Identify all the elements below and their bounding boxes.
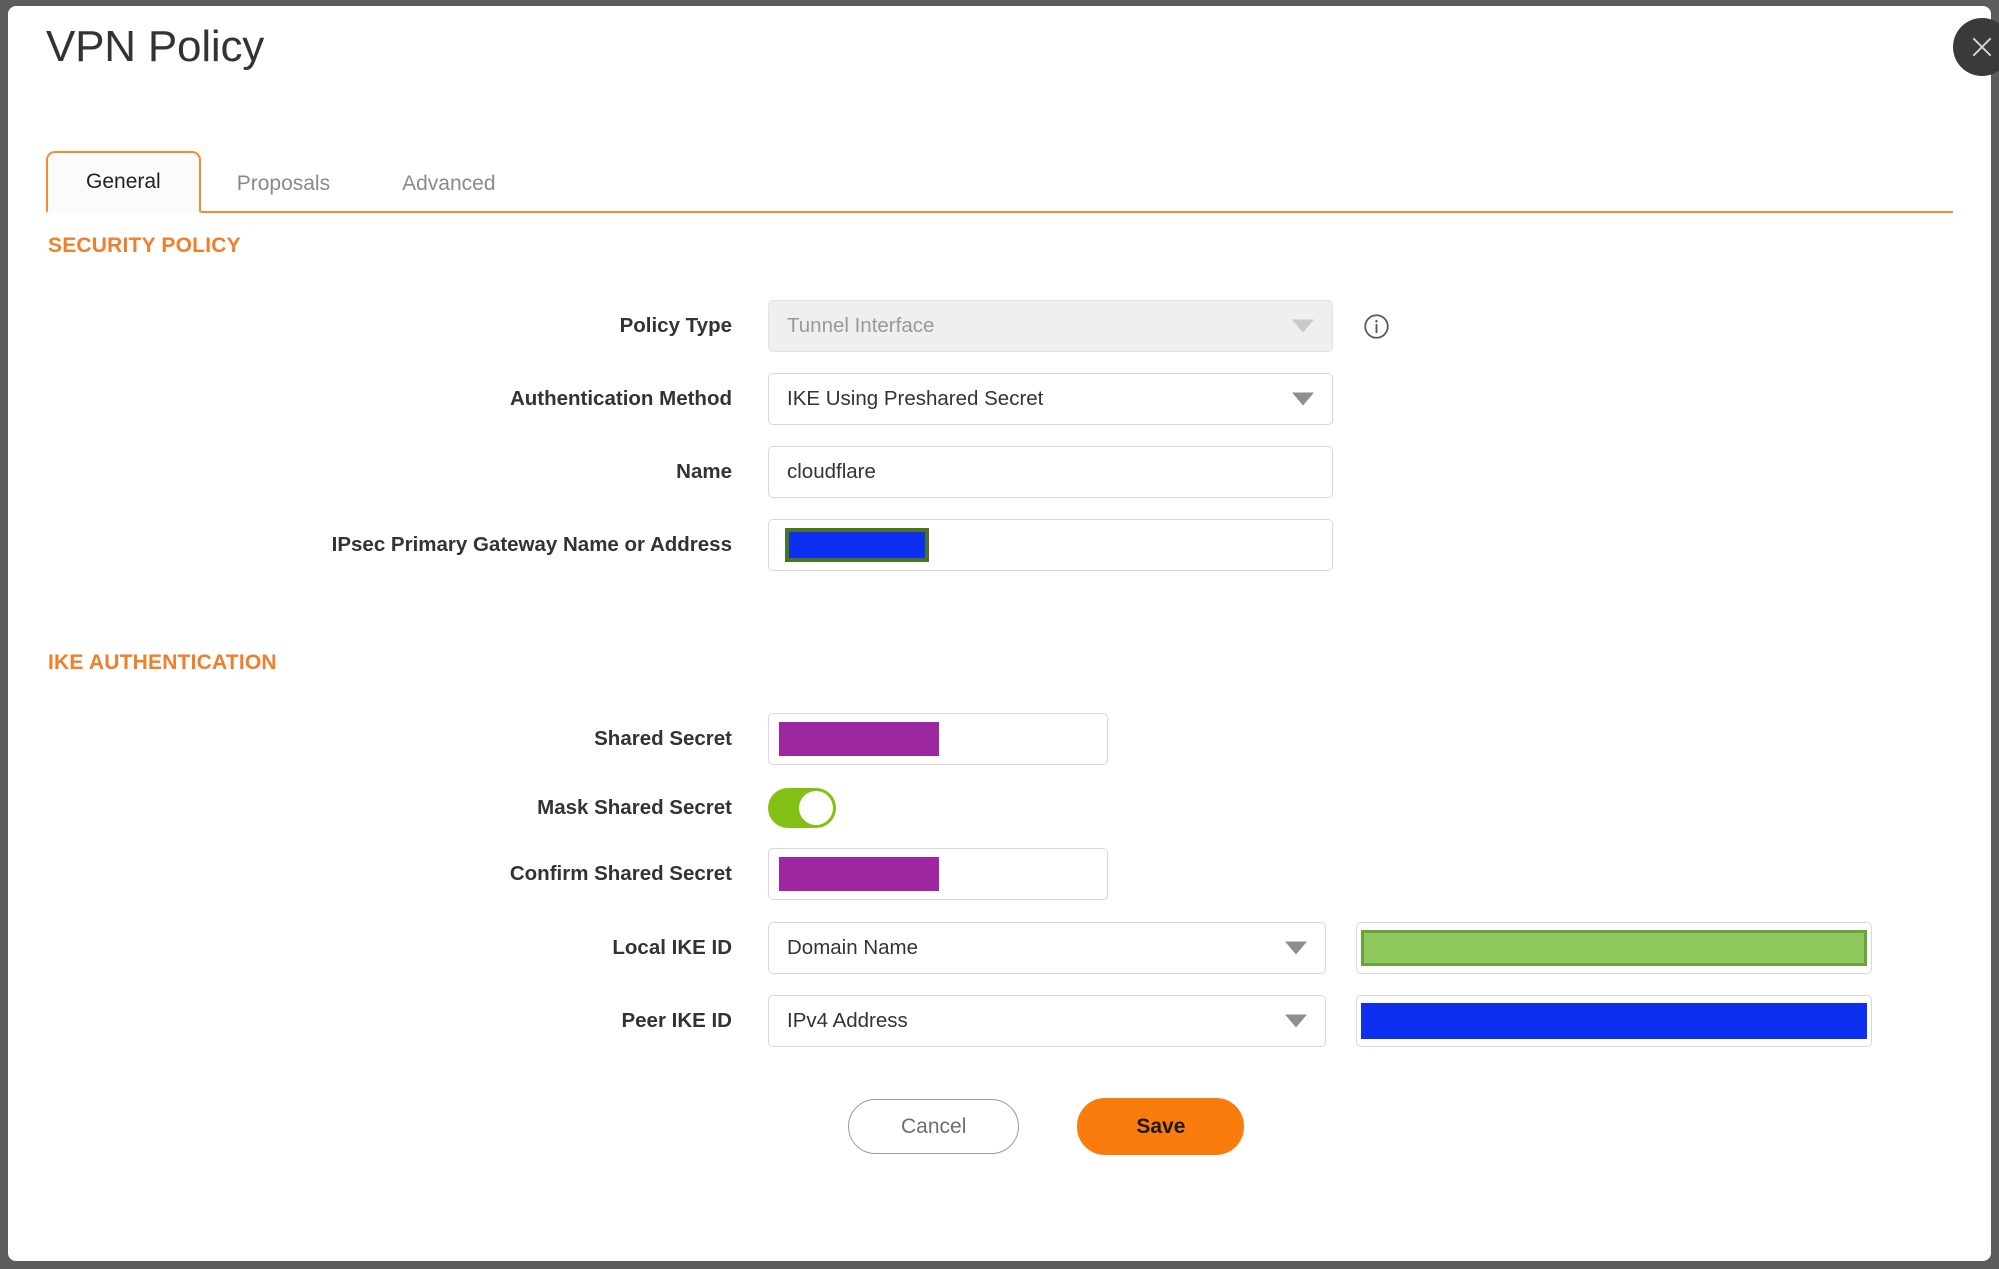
name-value: cloudflare [787,460,876,483]
label-policy-type: Policy Type [619,314,732,337]
row-authentication-method: Authentication Method IKE Using Preshare… [8,373,1333,425]
policy-type-value: Tunnel Interface [787,314,935,337]
tab-general[interactable]: General [46,151,201,213]
row-local-ike-id: Local IKE ID Domain Name [8,922,1872,974]
section-heading-ike-authentication: IKE AUTHENTICATION [48,651,277,674]
redacted-local-ike-id-value [1361,930,1867,966]
toggle-knob [799,791,833,825]
save-button[interactable]: Save [1077,1098,1245,1155]
redacted-gateway-value [785,528,929,562]
policy-type-select[interactable]: Tunnel Interface [768,300,1333,352]
row-name: Name cloudflare [8,446,1333,498]
tab-advanced[interactable]: Advanced [402,172,496,195]
close-icon [1972,37,1992,57]
name-input[interactable]: cloudflare [768,446,1333,498]
label-name: Name [676,460,732,483]
info-circle-glyph [1364,313,1389,339]
label-peer-ike-id: Peer IKE ID [621,1009,732,1032]
authentication-method-select[interactable]: IKE Using Preshared Secret [768,373,1333,425]
tab-bar: General Proposals Advanced [46,141,1953,213]
label-ipsec-primary-gateway: IPsec Primary Gateway Name or Address [331,533,732,556]
label-local-ike-id: Local IKE ID [612,936,732,959]
label-authentication-method: Authentication Method [509,387,732,410]
tab-proposals[interactable]: Proposals [236,172,331,195]
row-confirm-shared-secret: Confirm Shared Secret [8,848,1108,900]
local-ike-id-select[interactable]: Domain Name [768,922,1326,974]
row-ipsec-primary-gateway: IPsec Primary Gateway Name or Address [8,519,1333,571]
section-heading-security-policy: SECURITY POLICY [48,234,241,257]
vpn-policy-dialog: VPN Policy General Proposals Advanced SE… [8,6,1999,1261]
authentication-method-value: IKE Using Preshared Secret [787,387,1044,410]
label-mask-shared-secret: Mask Shared Secret [537,796,732,819]
peer-ike-id-select[interactable]: IPv4 Address [768,995,1326,1047]
cancel-button[interactable]: Cancel [848,1099,1020,1154]
local-ike-id-value: Domain Name [787,936,919,959]
redacted-peer-ike-id-value [1361,1003,1867,1039]
chevron-down-icon [1285,1014,1307,1028]
peer-ike-id-value: IPv4 Address [787,1009,908,1032]
chevron-down-icon [1292,392,1314,406]
info-circle-icon[interactable] [1363,313,1390,340]
chevron-down-icon [1292,319,1314,333]
redacted-shared-secret-value [779,722,939,756]
ipsec-primary-gateway-input[interactable] [768,519,1333,571]
row-policy-type: Policy Type Tunnel Interface [8,300,1390,352]
label-shared-secret: Shared Secret [594,727,732,750]
chevron-down-icon [1285,941,1307,955]
close-icon-button[interactable] [1953,18,1999,76]
dialog-actions: Cancel Save [848,1098,1245,1155]
confirm-shared-secret-input[interactable] [768,848,1108,900]
page-title: VPN Policy [46,22,265,71]
redacted-confirm-shared-secret-value [779,857,939,891]
mask-shared-secret-toggle[interactable] [768,788,836,828]
label-confirm-shared-secret: Confirm Shared Secret [509,862,732,885]
row-shared-secret: Shared Secret [8,713,1108,765]
row-mask-shared-secret: Mask Shared Secret [8,782,836,834]
local-ike-id-value-input[interactable] [1356,922,1872,974]
row-peer-ike-id: Peer IKE ID IPv4 Address [8,995,1872,1047]
shared-secret-input[interactable] [768,713,1108,765]
peer-ike-id-value-input[interactable] [1356,995,1872,1047]
